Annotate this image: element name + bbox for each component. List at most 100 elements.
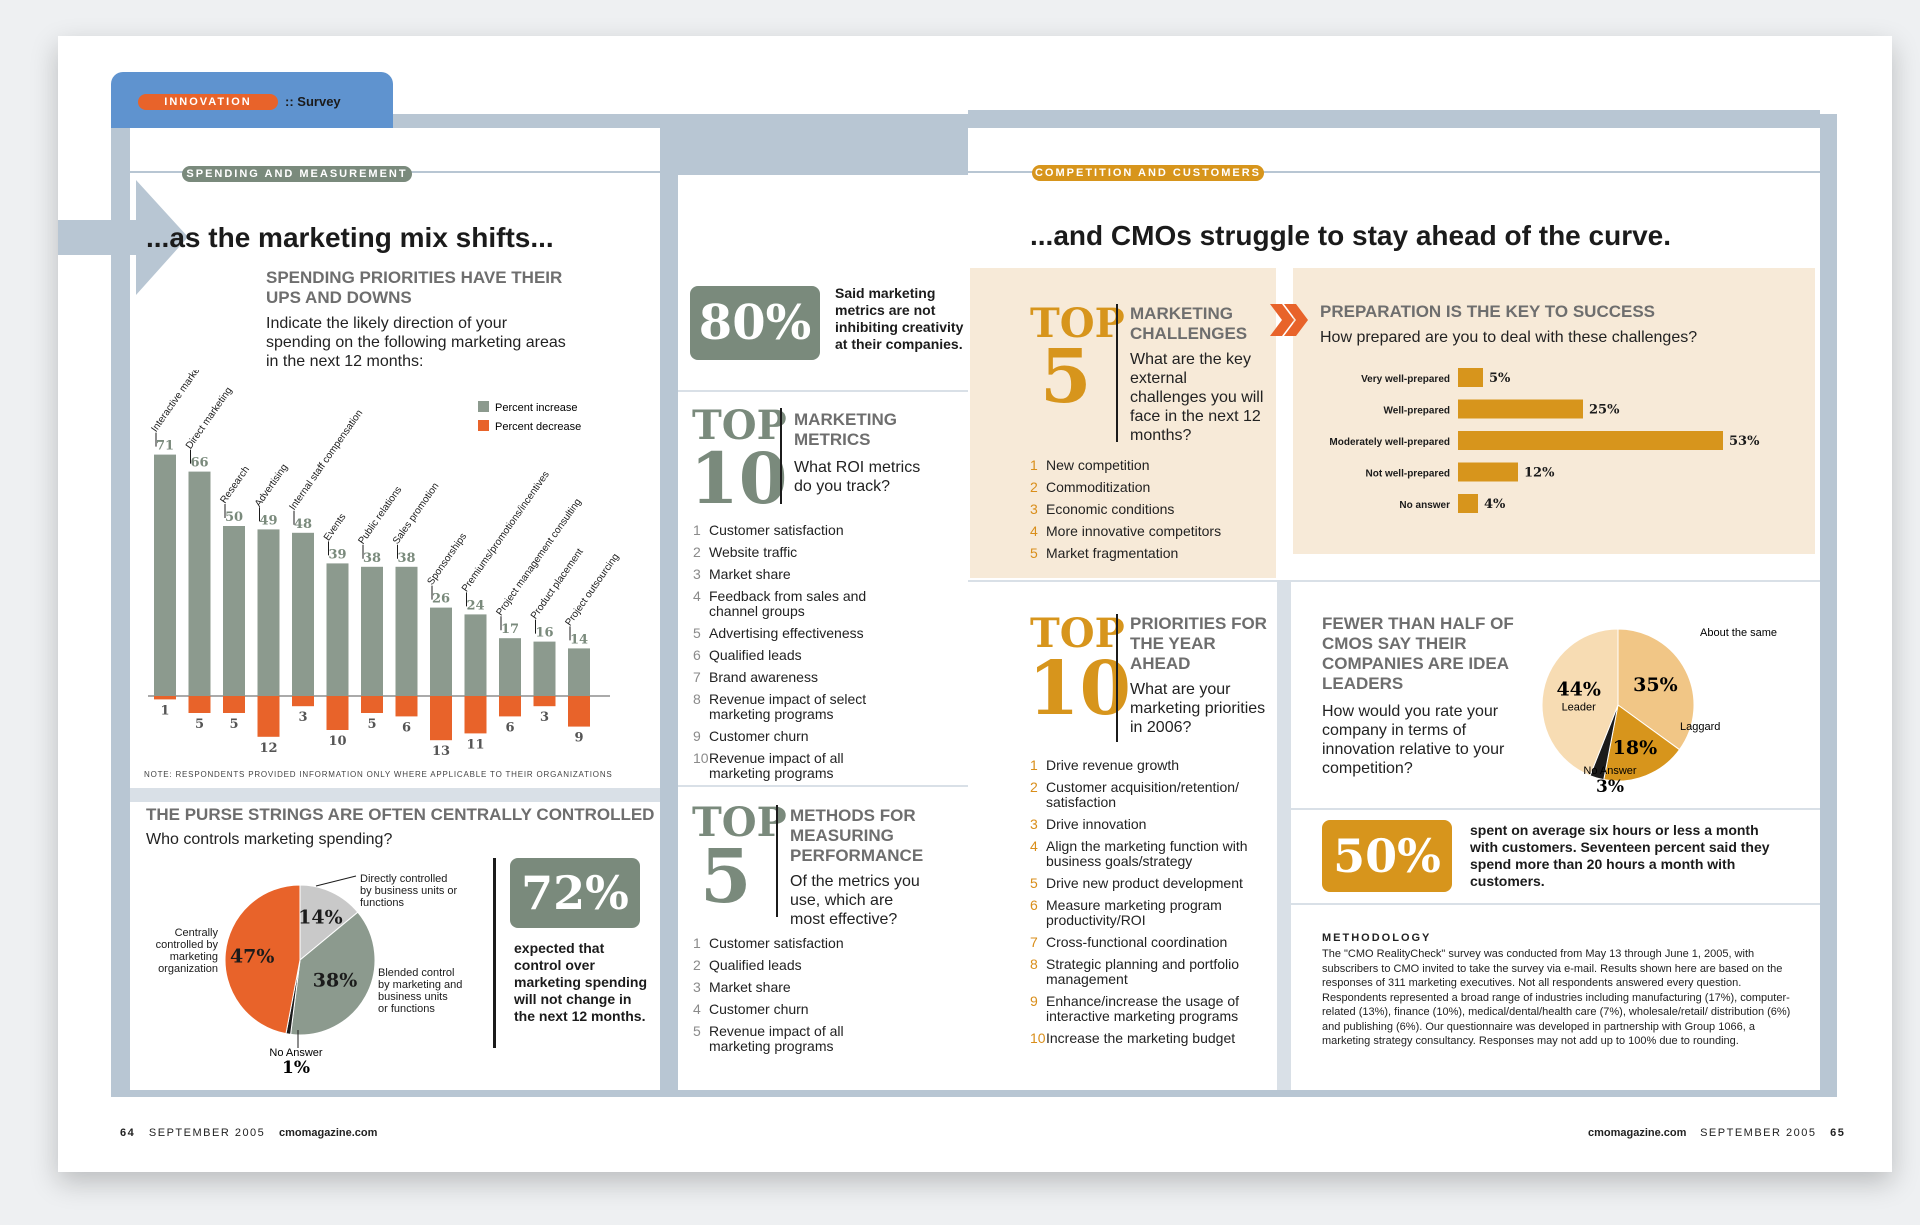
bar-decrease: [188, 696, 211, 713]
data-label-decrease: 5: [367, 717, 376, 732]
list-number: 4: [693, 1001, 701, 1017]
bar-decrease: [326, 696, 349, 730]
divider: [660, 175, 678, 1090]
list-item-text: More innovative competitors: [1046, 523, 1222, 539]
list-item: 8 Strategic planning and portfolio manage…: [1030, 957, 1270, 987]
divider: [968, 110, 1820, 128]
methods-title: METHODS FOR MEASURING PERFORMANCE: [790, 806, 924, 865]
list-item-text: Customer satisfaction: [709, 522, 844, 538]
list-item-text: Measure marketing program productivity/R…: [1046, 897, 1222, 928]
bar-value-label: 4%: [1484, 497, 1506, 512]
list-number: 2: [693, 957, 701, 973]
category-label: Research: [218, 464, 252, 505]
rule: [780, 408, 782, 504]
spending-title: SPENDING PRIORITIES HAVE THEIR UPS AND D…: [266, 268, 563, 307]
pie-value-label: 18%: [1613, 737, 1658, 759]
data-label-decrease: 11: [466, 737, 484, 752]
bar-category-label: Moderately well-prepared: [1329, 437, 1450, 448]
challenges-title: MARKETING CHALLENGES: [1130, 304, 1248, 343]
bar-increase: [361, 566, 383, 696]
metrics-list: 1 Customer satisfaction 2 Website traffic 3 M…: [693, 523, 903, 788]
spending-question: Indicate the likely direction of your sp…: [266, 315, 566, 370]
data-label-increase: 66: [190, 456, 208, 471]
list-item-text: Market share: [709, 979, 791, 995]
divider: [678, 785, 968, 787]
list-item-text: Revenue impact of all marketing programs: [709, 1023, 844, 1054]
bar-decrease: [292, 696, 314, 707]
pie-category-label: No Answer: [269, 1047, 323, 1059]
list-item-text: Cross-functional coordination: [1046, 934, 1228, 950]
list-item: 1 Customer satisfaction: [693, 936, 903, 951]
list-item: 2 Qualified leads: [693, 958, 903, 973]
preparation-title: PREPARATION IS THE KEY TO SUCCESS: [1320, 302, 1656, 321]
data-label-increase: 24: [466, 598, 484, 613]
list-item: 1 Customer satisfaction: [693, 523, 903, 538]
bar-increase: [395, 566, 418, 696]
pie-slice: [1541, 628, 1619, 777]
list-item: 3 Market share: [693, 567, 903, 582]
bar-value-label: 12%: [1524, 466, 1555, 481]
bar: [1458, 462, 1518, 482]
list-number: 7: [1030, 934, 1038, 950]
section-tag-right: COMPETITION AND CUSTOMERS: [1032, 165, 1264, 181]
category-label: Sponsorships: [425, 531, 469, 587]
list-item: 9 Customer churn: [693, 729, 903, 744]
list-item-text: Increase the marketing budget: [1046, 1030, 1236, 1046]
methods-top-number: 5: [700, 834, 752, 920]
list-item: 9 Enhance/increase the usage of interacti…: [1030, 994, 1270, 1024]
challenges-top-label: TOP: [1030, 300, 1125, 347]
data-label-increase: 16: [535, 626, 553, 641]
pie-category-label: Directly controlled by business units or f…: [360, 873, 458, 909]
metrics-title: MARKETING METRICS: [794, 410, 897, 449]
list-item: 5 Revenue impact of all marketing program…: [693, 1024, 903, 1054]
list-item-text: Advertising effectiveness: [709, 625, 864, 641]
challenges-question: What are the key external challenges you…: [1130, 351, 1264, 444]
pie-value-label: 1%: [282, 1058, 310, 1078]
metrics-top-label: TOP: [692, 402, 787, 449]
purse-question: Who controls marketing spending?: [146, 831, 393, 848]
list-item: 5 Drive new product development: [1030, 876, 1270, 891]
list-item: 4 Customer churn: [693, 1002, 903, 1017]
list-item-text: Qualified leads: [709, 957, 802, 973]
metrics-top-number: 10: [690, 437, 788, 520]
list-item-text: Economic conditions: [1046, 501, 1175, 517]
priorities-question: What are your marketing priorities in 20…: [1130, 681, 1266, 736]
list-item-text: Revenue impact of all marketing programs: [709, 750, 844, 781]
stat-80-text: Said marketing metrics are not inhibitin…: [835, 285, 964, 352]
bar: [1458, 494, 1478, 513]
preparation-chart: Very well-prepared 5% Well-prepared 25% Mode…: [1329, 368, 1760, 513]
list-item-text: New competition: [1046, 457, 1150, 473]
data-label-decrease: 6: [402, 720, 411, 735]
list-number: 10: [1030, 1030, 1046, 1046]
bar-increase: [464, 614, 487, 696]
list-item: 10 Increase the marketing budget: [1030, 1031, 1270, 1046]
bar-increase: [257, 529, 280, 696]
list-number: 9: [1030, 993, 1038, 1009]
data-label-decrease: 12: [259, 741, 277, 756]
bar: [1458, 431, 1723, 450]
bar-decrease: [154, 696, 176, 700]
category-label: Advertising: [253, 462, 290, 509]
list-item: 4 Feedback from sales and channel groups: [693, 589, 903, 619]
data-label-decrease: 9: [574, 731, 583, 746]
rule: [776, 805, 778, 917]
list-number: 5: [693, 1023, 701, 1039]
list-item: 4 Align the marketing function with busin…: [1030, 839, 1270, 869]
stat-72-text: expected that control over marketing spe…: [514, 940, 648, 1024]
bar-decrease: [499, 696, 521, 717]
rule: [1116, 304, 1118, 442]
pie-category-label: About the same: [1700, 627, 1777, 639]
list-number: 3: [693, 566, 701, 582]
list-item: 3 Drive innovation: [1030, 817, 1270, 832]
section-tag: SPENDING AND MEASUREMENT: [182, 166, 412, 182]
pie-category-label: No Answer: [1583, 765, 1637, 777]
methodology-title: METHODOLOGY: [1322, 932, 1432, 944]
list-item-text: Drive revenue growth: [1046, 757, 1180, 773]
bar-increase: [430, 607, 452, 696]
list-item-text: Drive new product development: [1046, 875, 1243, 891]
list-number: 6: [1030, 897, 1038, 913]
list-item-text: Customer acquisition/retention/ satisfac…: [1046, 779, 1239, 810]
category-label: Premiums/promotions/incentives: [460, 469, 552, 594]
list-number: 9: [693, 728, 701, 744]
data-label-increase: 49: [259, 513, 277, 528]
